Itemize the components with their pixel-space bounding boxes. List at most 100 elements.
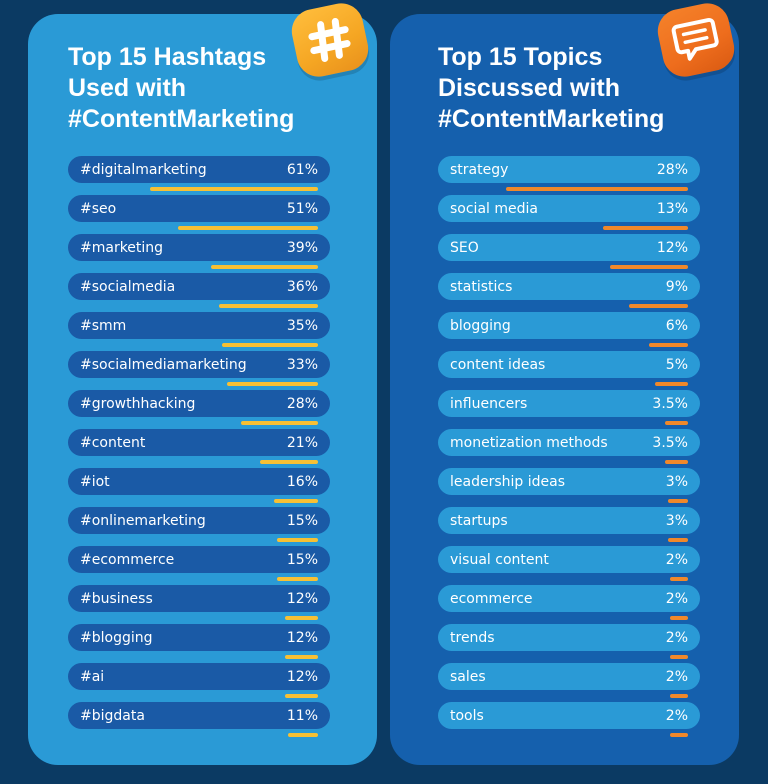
item-pill: #blogging 12% — [68, 624, 330, 651]
item-bar — [222, 343, 318, 347]
topics-list: strategy 28% social media 13% SEO 12% st… — [438, 156, 700, 741]
list-item: #growthhacking 28% — [68, 390, 330, 429]
item-pill: blogging 6% — [438, 312, 700, 339]
title-line: #ContentMarketing — [68, 105, 295, 133]
item-pill: #content 21% — [68, 429, 330, 456]
item-label: SEO — [450, 239, 479, 256]
item-bar — [178, 226, 318, 230]
item-pill: strategy 28% — [438, 156, 700, 183]
item-pill: content ideas 5% — [438, 351, 700, 378]
item-value: 5% — [665, 356, 688, 373]
item-bar — [649, 343, 688, 347]
item-value: 3% — [665, 512, 688, 529]
list-item: #seo 51% — [68, 195, 330, 234]
item-value: 28% — [286, 395, 318, 412]
list-item: #content 21% — [68, 429, 330, 468]
item-value: 2% — [665, 590, 688, 607]
item-value: 2% — [665, 551, 688, 568]
item-label: #seo — [80, 200, 117, 217]
item-label: trends — [450, 629, 495, 646]
list-item: #iot 16% — [68, 468, 330, 507]
item-label: blogging — [450, 317, 511, 334]
item-bar — [629, 304, 688, 308]
item-label: influencers — [450, 395, 528, 412]
item-bar — [277, 577, 318, 581]
item-bar — [655, 382, 688, 386]
item-label: ecommerce — [450, 590, 533, 607]
item-pill: #seo 51% — [68, 195, 330, 222]
item-pill: trends 2% — [438, 624, 700, 651]
item-pill: #socialmedia 36% — [68, 273, 330, 300]
item-bar — [668, 538, 688, 542]
list-item: startups 3% — [438, 507, 700, 546]
item-pill: #iot 16% — [68, 468, 330, 495]
item-bar — [670, 694, 688, 698]
chat-badge — [653, 0, 739, 81]
item-value: 11% — [286, 707, 318, 724]
item-label: #business — [80, 590, 153, 607]
list-item: #digitalmarketing 61% — [68, 156, 330, 195]
list-item: #socialmedia 36% — [68, 273, 330, 312]
item-label: content ideas — [450, 356, 546, 373]
item-pill: #ecommerce 15% — [68, 546, 330, 573]
list-item: tools 2% — [438, 702, 700, 741]
title-line: Discussed with — [438, 74, 620, 102]
list-item: #marketing 39% — [68, 234, 330, 273]
item-label: monetization methods — [450, 434, 608, 451]
item-pill: #socialmediamarketing 33% — [68, 351, 330, 378]
item-bar — [665, 460, 688, 464]
item-value: 39% — [286, 239, 318, 256]
item-value: 12% — [286, 629, 318, 646]
item-bar — [670, 733, 688, 737]
item-label: #socialmedia — [80, 278, 176, 295]
item-bar — [288, 733, 318, 737]
item-pill: ecommerce 2% — [438, 585, 700, 612]
item-label: #marketing — [80, 239, 164, 256]
list-item: #business 12% — [68, 585, 330, 624]
list-item: #blogging 12% — [68, 624, 330, 663]
list-item: social media 13% — [438, 195, 700, 234]
item-value: 21% — [286, 434, 318, 451]
item-bar — [285, 694, 318, 698]
item-bar — [260, 460, 318, 464]
item-bar — [670, 577, 688, 581]
item-bar — [227, 382, 318, 386]
list-item: #ai 12% — [68, 663, 330, 702]
item-label: sales — [450, 668, 486, 685]
item-pill: #smm 35% — [68, 312, 330, 339]
item-bar — [285, 616, 318, 620]
list-item: #smm 35% — [68, 312, 330, 351]
item-bar — [610, 265, 688, 269]
list-item: blogging 6% — [438, 312, 700, 351]
item-pill: #business 12% — [68, 585, 330, 612]
item-pill: monetization methods 3.5% — [438, 429, 700, 456]
item-pill: social media 13% — [438, 195, 700, 222]
item-bar — [670, 616, 688, 620]
item-label: #bigdata — [80, 707, 145, 724]
list-item: influencers 3.5% — [438, 390, 700, 429]
list-item: #ecommerce 15% — [68, 546, 330, 585]
item-label: social media — [450, 200, 538, 217]
item-pill: #ai 12% — [68, 663, 330, 690]
list-item: content ideas 5% — [438, 351, 700, 390]
item-pill: startups 3% — [438, 507, 700, 534]
title-line: Top 15 Hashtags — [68, 43, 267, 71]
item-label: #onlinemarketing — [80, 512, 206, 529]
item-label: statistics — [450, 278, 513, 295]
item-value: 3% — [665, 473, 688, 490]
item-bar — [211, 265, 318, 269]
list-item: sales 2% — [438, 663, 700, 702]
item-pill: #digitalmarketing 61% — [68, 156, 330, 183]
item-bar — [285, 655, 318, 659]
item-value: 12% — [286, 590, 318, 607]
item-pill: #bigdata 11% — [68, 702, 330, 729]
title-line: Top 15 Topics — [438, 43, 603, 71]
item-label: leadership ideas — [450, 473, 565, 490]
item-label: #socialmediamarketing — [80, 356, 247, 373]
item-label: #iot — [80, 473, 110, 490]
item-value: 33% — [286, 356, 318, 373]
item-value: 16% — [286, 473, 318, 490]
list-item: #socialmediamarketing 33% — [68, 351, 330, 390]
list-item: visual content 2% — [438, 546, 700, 585]
item-label: #growthhacking — [80, 395, 196, 412]
